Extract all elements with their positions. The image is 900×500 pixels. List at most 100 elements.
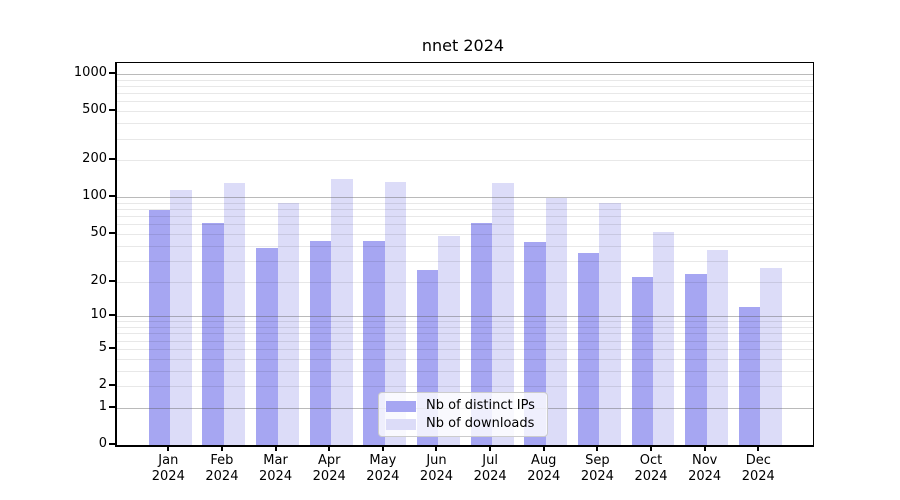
x-tick-label-mar: Mar 2024: [244, 453, 308, 485]
x-tick-mark-apr: [328, 446, 331, 451]
y-tick-mark-100: [109, 195, 115, 198]
x-tick-month: Jun: [426, 453, 447, 468]
x-tick-month: Feb: [210, 453, 234, 468]
x-tick-year: 2024: [312, 469, 346, 484]
x-tick-year: 2024: [366, 469, 400, 484]
y-tick-label-1: 1: [98, 398, 107, 414]
x-tick-year: 2024: [151, 469, 185, 484]
x-tick-label-nov: Nov 2024: [673, 453, 737, 485]
x-tick-year: 2024: [741, 469, 775, 484]
x-tick-month: Mar: [263, 453, 288, 468]
y-tick-mark-1: [109, 405, 115, 408]
bar-ips-feb: [202, 223, 224, 445]
bar-ips-dec: [738, 307, 761, 445]
bar-ips-nov: [685, 274, 707, 445]
y-tick-mark-10: [109, 314, 115, 317]
x-tick-label-sep: Sep 2024: [565, 453, 629, 485]
gridline-minor-80: [117, 209, 813, 210]
gridline-major-1000: [117, 74, 813, 75]
x-tick-label-dec: Dec 2024: [726, 453, 790, 485]
y-tick-label-100: 100: [82, 188, 107, 204]
x-tick-year: 2024: [580, 469, 614, 484]
bar-ips-jul: [470, 222, 493, 445]
x-tick-year: 2024: [527, 469, 561, 484]
x-tick-mark-mar: [274, 446, 277, 451]
x-tick-mark-dec: [757, 446, 760, 451]
y-tick-mark-20: [109, 279, 115, 282]
y-tick-mark-5: [109, 346, 115, 349]
bar-downloads-may: [384, 182, 407, 445]
x-tick-year: 2024: [473, 469, 507, 484]
x-tick-year: 2024: [688, 469, 722, 484]
x-tick-mark-oct: [650, 446, 653, 451]
y-tick-mark-0: [109, 443, 115, 445]
y-tick-mark-1000: [109, 71, 115, 74]
x-tick-month: Oct: [639, 453, 663, 468]
bar-downloads-apr: [331, 179, 353, 445]
x-tick-label-jun: Jun 2024: [404, 453, 468, 485]
chart-title: nnet 2024: [421, 36, 505, 55]
x-tick-label-oct: Oct 2024: [619, 453, 683, 485]
bar-ips-mar: [256, 248, 278, 445]
x-tick-label-may: May 2024: [351, 453, 415, 485]
bar-downloads-aug: [545, 197, 568, 445]
y-tick-label-50: 50: [90, 224, 107, 240]
legend-item-distinct-ips: Nb of distinct IPs: [386, 397, 540, 415]
x-tick-year: 2024: [419, 469, 454, 484]
x-tick-month: Nov: [691, 453, 718, 468]
gridline-major-100: [117, 197, 813, 199]
bar-ips-apr: [309, 240, 332, 445]
y-tick-label-200: 200: [82, 151, 107, 167]
x-tick-mark-jul: [489, 446, 492, 451]
y-tick-label-10: 10: [90, 307, 107, 323]
bar-ips-sep: [577, 252, 600, 445]
bar-downloads-nov: [706, 249, 729, 445]
legend-label-downloads: Nb of downloads: [426, 416, 535, 431]
x-tick-mark-feb: [220, 446, 223, 451]
y-tick-mark-500: [109, 109, 115, 112]
x-tick-month: Sep: [585, 453, 610, 468]
x-tick-year: 2024: [205, 469, 239, 484]
bar-downloads-oct: [653, 231, 675, 445]
x-tick-mark-nov: [703, 446, 706, 451]
bar-downloads-jan: [170, 190, 192, 445]
bar-downloads-dec: [760, 268, 782, 445]
legend-swatch-downloads: [386, 418, 416, 430]
x-tick-mark-may: [381, 446, 384, 451]
x-tick-mark-jun: [435, 446, 438, 451]
bar-ips-oct: [631, 276, 653, 445]
y-tick-label-500: 500: [82, 102, 107, 118]
y-tick-label-1000: 1000: [73, 64, 107, 80]
x-tick-month: Apr: [317, 453, 341, 468]
y-tick-label-0: 0: [98, 436, 107, 451]
plot-area: [115, 62, 814, 447]
gridline-minor-300: [117, 138, 813, 140]
gridline-minor-700: [117, 93, 813, 95]
gridline-minor-500: [117, 111, 813, 113]
x-tick-year: 2024: [259, 469, 293, 484]
x-tick-label-feb: Feb 2024: [190, 453, 254, 485]
y-tick-label-2: 2: [98, 377, 107, 392]
x-tick-month: Jan: [158, 453, 179, 468]
gridline-minor-200: [117, 160, 813, 162]
x-tick-month: Dec: [745, 453, 771, 468]
x-tick-label-jul: Jul 2024: [458, 453, 522, 485]
x-tick-mark-sep: [596, 446, 599, 451]
gridline-minor-600: [117, 101, 813, 103]
x-tick-mark-aug: [542, 446, 545, 451]
y-tick-mark-50: [109, 231, 115, 234]
legend-item-downloads: Nb of downloads: [386, 415, 540, 433]
x-tick-year: 2024: [634, 469, 668, 484]
legend-swatch-distinct-ips: [386, 400, 416, 412]
bar-downloads-jul: [492, 182, 514, 445]
x-tick-mark-jan: [167, 446, 170, 451]
gridline-minor-70: [117, 216, 813, 218]
gridline-minor-800: [117, 86, 813, 87]
gridline-minor-90: [117, 202, 813, 204]
y-tick-mark-200: [109, 158, 115, 161]
x-tick-label-aug: Aug 2024: [512, 453, 576, 485]
x-tick-month: May: [369, 453, 397, 468]
x-tick-month: Aug: [531, 453, 557, 468]
y-tick-label-5: 5: [98, 339, 107, 355]
